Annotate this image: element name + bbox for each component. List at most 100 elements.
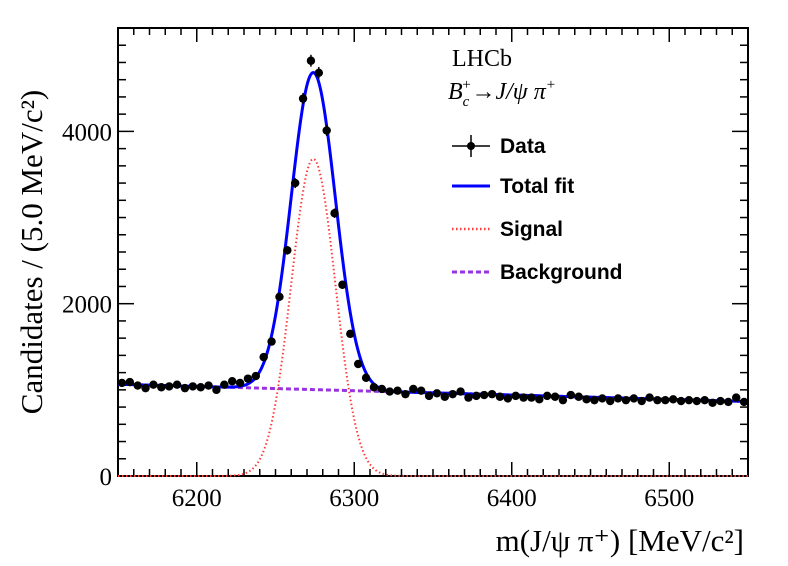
data-point-marker (393, 386, 402, 395)
data-point-marker (542, 391, 552, 401)
data-point (298, 92, 308, 105)
plot-frame (117, 27, 749, 477)
data-point-marker (535, 395, 544, 404)
data-point (172, 380, 182, 389)
data-point (692, 396, 702, 406)
data-point (432, 389, 442, 398)
y-tick-label: 0 (100, 464, 113, 491)
data-point (605, 396, 615, 406)
data-point (251, 371, 261, 381)
data-point (700, 395, 709, 405)
data-point (739, 397, 749, 407)
data-point (275, 292, 284, 301)
data-point-marker (204, 381, 213, 390)
data-point-marker (668, 395, 678, 404)
data-point-marker (558, 395, 568, 405)
data-point-marker (346, 329, 355, 339)
data-point-marker (731, 393, 741, 402)
data-point-marker (188, 382, 198, 391)
data-point-marker (180, 383, 190, 393)
x-axis-title: m(J/ψ π⁺) [MeV/c²] (496, 523, 744, 558)
decay-label: Bc+→J/ψ π+ (448, 77, 556, 110)
legend-label-data: Data (500, 135, 546, 158)
data-point (519, 393, 528, 402)
data-point-marker (227, 377, 237, 386)
data-point-marker (306, 56, 316, 65)
data-point (566, 390, 576, 400)
data-point-marker (164, 382, 174, 391)
data-point (141, 383, 150, 393)
legend-label-signal: Signal (500, 218, 563, 241)
legend-entry-signal: Signal (452, 218, 563, 241)
data-point (629, 394, 639, 403)
data-point-marker (598, 394, 607, 403)
data-point (448, 389, 457, 399)
data-point (613, 394, 623, 403)
data-point-marker (708, 398, 717, 407)
data-points-layer (117, 54, 749, 407)
data-point-marker (125, 377, 135, 387)
data-point-marker (330, 209, 339, 218)
data-point (157, 383, 166, 392)
data-point (204, 381, 213, 390)
data-point (708, 398, 717, 407)
data-point-marker (487, 389, 497, 399)
x-tick-label: 6200 (172, 485, 222, 512)
total-fit-curve (117, 70, 749, 403)
data-point-marker (637, 396, 646, 406)
data-point (346, 329, 355, 339)
data-point (472, 391, 481, 401)
x-tick-label: 6300 (329, 485, 379, 512)
data-point-marker (212, 385, 221, 395)
data-point-marker (235, 378, 245, 388)
data-point-marker (133, 381, 142, 390)
data-point (731, 393, 741, 402)
data-point-marker (479, 390, 489, 400)
data-point (416, 386, 426, 395)
data-point-marker (613, 394, 623, 403)
data-point (401, 389, 410, 399)
data-point (724, 397, 733, 407)
data-point-marker (353, 359, 363, 369)
data-point-marker (621, 395, 631, 405)
data-point-marker (503, 394, 513, 403)
data-point (456, 387, 465, 396)
data-point (440, 392, 450, 401)
data-point (377, 384, 387, 394)
data-point-marker (314, 68, 324, 78)
data-point (637, 396, 646, 406)
data-point-marker (220, 380, 229, 389)
data-point (196, 383, 205, 392)
signal-curve (118, 157, 748, 477)
data-point-marker (629, 394, 639, 403)
data-point (590, 395, 599, 405)
data-point (393, 386, 402, 395)
y-tick-label: 4000 (62, 119, 112, 146)
legend-label-background: Background (500, 261, 623, 284)
data-point (464, 393, 473, 402)
data-point (133, 381, 142, 390)
data-point-marker (259, 352, 268, 362)
data-point (684, 395, 694, 405)
data-point-marker (172, 380, 182, 389)
data-point-marker (590, 395, 599, 405)
data-point (495, 392, 505, 401)
data-point (582, 395, 591, 404)
axis-ticks: 6200 6300 6400 6500 0 2000 4000 (62, 28, 749, 512)
data-point (409, 384, 418, 394)
data-point-marker (275, 292, 284, 301)
data-point (227, 377, 237, 386)
data-point (645, 393, 654, 402)
legend-entry-background: Background (452, 261, 623, 284)
data-point-marker (716, 396, 725, 406)
data-point (598, 394, 607, 403)
data-point-marker (149, 380, 158, 389)
data-point-marker (605, 396, 615, 406)
data-point-marker (361, 373, 371, 382)
data-point (220, 380, 229, 389)
data-point-marker (550, 392, 560, 401)
data-point (125, 377, 135, 387)
data-point (621, 395, 631, 405)
data-point-marker (448, 389, 457, 399)
